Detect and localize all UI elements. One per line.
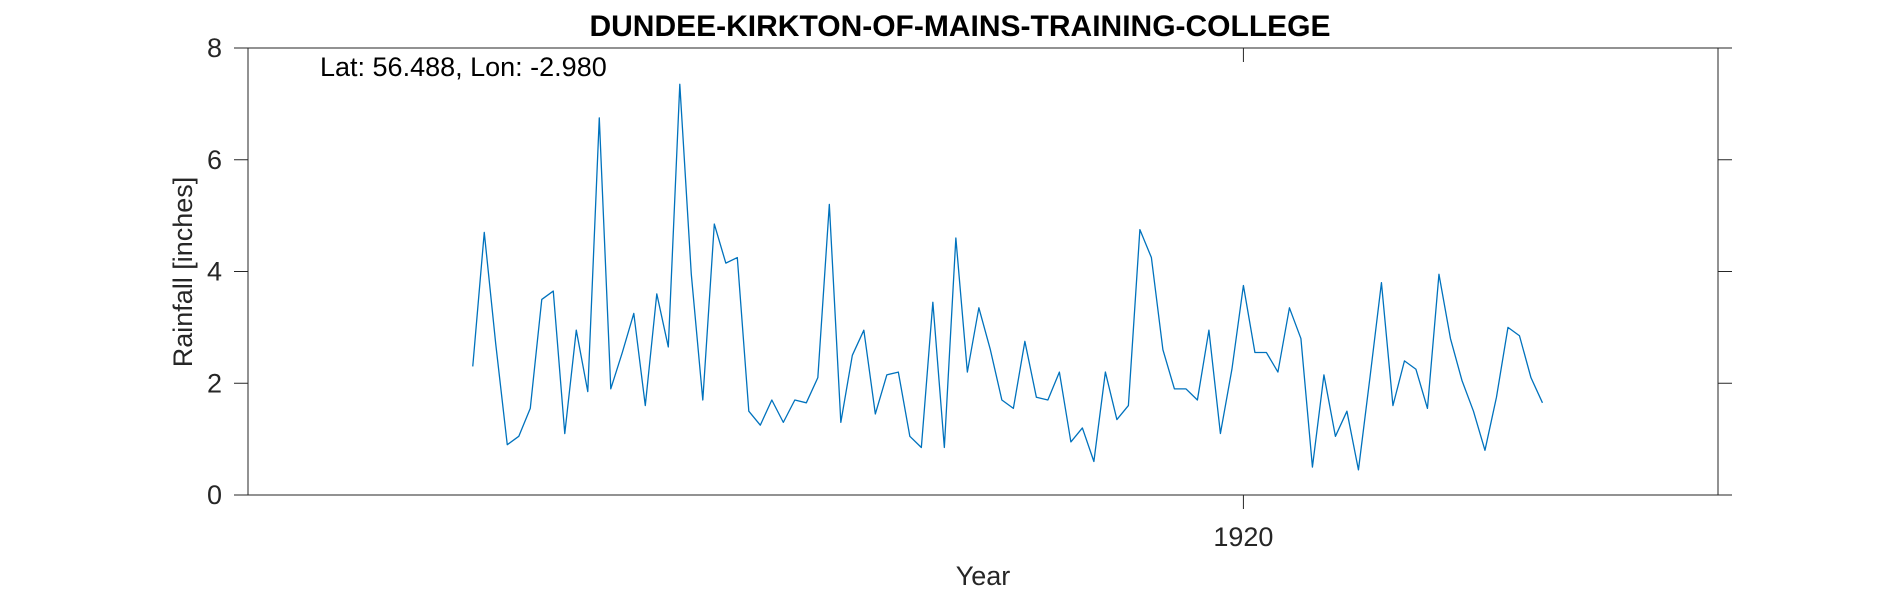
axis-ticks: [234, 47, 1732, 509]
x-axis-label: Year: [956, 561, 1011, 591]
y-axis-label: Rainfall [inches]: [168, 177, 198, 368]
chart-title: DUNDEE-KIRKTON-OF-MAINS-TRAINING-COLLEGE: [589, 10, 1330, 43]
x-tick-label: 1920: [1213, 522, 1273, 552]
y-tick-label: 8: [207, 33, 222, 63]
y-tick-label: 6: [207, 145, 222, 175]
tick-labels: 0 2 4 6 8 1920: [207, 33, 1273, 552]
rainfall-series-line: [472, 83, 1544, 471]
location-annotation: Lat: 56.488, Lon: -2.980: [320, 52, 607, 82]
y-tick-label: 2: [207, 368, 222, 398]
plot-area: [234, 47, 1732, 509]
y-tick-label: 4: [207, 257, 222, 287]
series-group: [472, 83, 1544, 471]
y-tick-label: 0: [207, 480, 222, 510]
axes-box: [247, 47, 1719, 496]
